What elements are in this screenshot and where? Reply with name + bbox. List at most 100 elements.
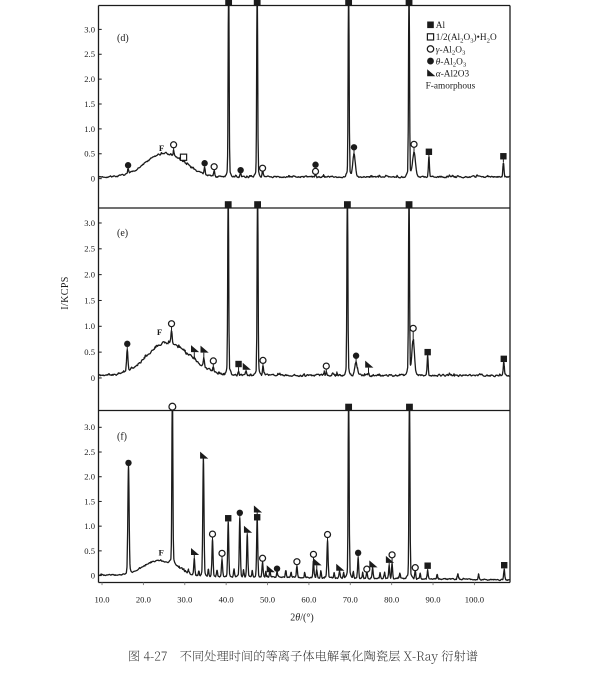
gamma-alumina-circle-marker — [208, 530, 217, 538]
gamma-alumina-circle-marker — [209, 357, 217, 365]
gamma-alumina-circle-marker — [169, 141, 178, 149]
legend-entry-2: γ-Al2O3 — [426, 45, 466, 56]
y-tick-label: 0 — [91, 174, 95, 184]
panel-f: F 0 0.5 1.0 1.5 2.0 2.5 3.0 (f) — [84, 402, 510, 582]
theta-alumina-dot-marker — [124, 162, 132, 169]
al-square-marker — [500, 153, 507, 160]
y-tick-label: 2.0 — [84, 270, 95, 280]
panel-label: (d) — [117, 33, 129, 44]
y-tick-label: 2.0 — [84, 472, 95, 482]
gamma-alumina-circle-marker — [311, 167, 320, 176]
al-square-marker — [500, 355, 507, 363]
alpha-alumina-flag-marker — [253, 505, 263, 513]
xrd-trace-f — [98, 409, 510, 582]
alpha-alumina-flag-marker — [190, 547, 200, 555]
y-tick-label: 3.0 — [84, 24, 95, 34]
al-square-marker — [345, 0, 353, 6]
y-tick-label: 1.5 — [84, 496, 95, 506]
theta-alumina-dot-marker — [273, 565, 281, 572]
alpha-alumina-flag-marker — [200, 345, 209, 353]
alpha-alumina-flag-marker — [190, 345, 200, 353]
gamma-alumina-circle-marker — [258, 164, 267, 172]
al-square-marker — [343, 201, 351, 208]
gamma-alumina-circle-marker — [410, 140, 418, 148]
al-square-marker — [424, 348, 431, 356]
y-tick-label: 3.0 — [84, 422, 95, 432]
panel-label: (f) — [117, 432, 127, 443]
al-square-marker — [406, 403, 413, 411]
y-tick-label: 2.5 — [84, 49, 95, 59]
alpha-alumina-flag-marker — [313, 558, 322, 566]
x-tick-label: 30.0 — [177, 595, 192, 605]
legend-label: α-Al2O3 — [436, 69, 470, 79]
x-tick-label: 80.0 — [384, 595, 399, 605]
alpha-alumina-flag-marker — [369, 560, 378, 568]
al-square-marker — [405, 201, 413, 208]
gamma-alumina-circle-marker — [309, 550, 318, 558]
x-tick-label: 10.0 — [94, 595, 109, 605]
y-tick-label: 2.5 — [84, 244, 95, 254]
al-square-marker — [224, 201, 232, 208]
gamma-alumina-circle-marker — [210, 163, 218, 171]
theta-alumina-dot-marker — [350, 144, 358, 151]
al-square-marker — [345, 403, 353, 411]
panel-e: F 0 0.5 1.0 1.5 2.0 2.5 3.0 (e) — [84, 201, 510, 383]
legend-label: θ-Al2O3 — [436, 57, 467, 68]
alpha-alumina-flag-marker — [427, 69, 436, 77]
al-square-marker — [501, 562, 508, 569]
x-tick-label: 20.0 — [136, 595, 151, 605]
gamma-alumina-circle-marker — [426, 45, 435, 53]
legend-entry-5: F-amorphous — [426, 82, 476, 92]
x-tick-label: 70.0 — [343, 595, 358, 605]
al-square-marker — [254, 201, 261, 208]
legend-entry-4: α-Al2O3 — [427, 69, 469, 79]
y-tick-label: 0 — [91, 373, 95, 383]
gamma-alumina-circle-marker — [409, 324, 417, 332]
al-square-marker — [225, 515, 232, 522]
y-tick-label: 3.0 — [84, 218, 95, 228]
gamma-alumina-circle-marker — [167, 320, 176, 328]
theta-alumina-dot-marker — [427, 57, 434, 65]
y-axis-label: I/KCPS — [60, 276, 71, 310]
boehmite-open-square-marker — [179, 153, 188, 161]
y-tick-label: 1.5 — [84, 99, 95, 109]
theta-alumina-dot-marker — [312, 161, 319, 168]
y-tick-label: 0.5 — [84, 149, 95, 159]
theta-alumina-dot-marker — [354, 549, 362, 557]
al-square-marker — [425, 148, 433, 155]
y-tick-label: 2.0 — [84, 74, 95, 84]
x-tick-label: 40.0 — [219, 595, 234, 605]
legend-label: 1/2(Al2O3)•H2O — [436, 32, 497, 44]
y-tick-label: 0.5 — [84, 347, 95, 357]
al-square-marker — [225, 0, 233, 6]
amorphous-f-label: F — [158, 548, 163, 558]
theta-alumina-dot-marker — [201, 160, 208, 167]
al-square-marker — [253, 514, 261, 521]
gamma-alumina-circle-marker — [293, 558, 301, 566]
gamma-alumina-circle-marker — [322, 362, 330, 370]
figure-caption: 图 4-27 不同处理时间的等离子体电解氧化陶瓷层 X-Ray 衍射谱 — [127, 647, 492, 664]
y-tick-label: 0 — [91, 570, 95, 580]
y-tick-label: 1.0 — [84, 124, 95, 134]
legend-entry-1: 1/2(Al2O3)•H2O — [426, 32, 497, 44]
legend-label: γ-Al2O3 — [436, 45, 466, 56]
gamma-alumina-circle-marker — [323, 530, 332, 539]
x-tick-label: 100.0 — [465, 595, 484, 605]
xrd-trace-e — [98, 207, 510, 378]
legend-label: F-amorphous — [426, 82, 476, 92]
al-square-marker — [427, 21, 434, 29]
legend-entry-3: θ-Al2O3 — [427, 57, 467, 68]
x-tick-label: 60.0 — [301, 595, 316, 605]
x-tick-label: 90.0 — [426, 595, 441, 605]
gamma-alumina-circle-marker — [363, 565, 371, 573]
boehmite-open-square-marker — [426, 33, 435, 41]
theta-alumina-dot-marker — [124, 340, 131, 348]
axes-frame: 10.0 20.0 30.0 40.0 50.0 60.0 70.0 80.0 90.0 100.… — [60, 4, 511, 624]
gamma-alumina-circle-marker — [388, 551, 396, 559]
gamma-alumina-circle-marker — [411, 564, 419, 572]
al-square-marker — [424, 562, 431, 569]
theta-alumina-dot-marker — [125, 459, 132, 467]
y-tick-label: 1.5 — [84, 295, 95, 305]
peak-markers-d — [124, 0, 507, 176]
